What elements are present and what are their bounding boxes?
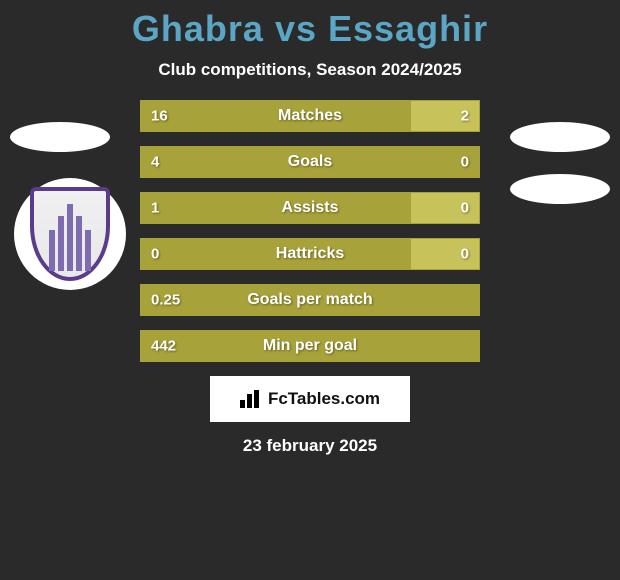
bar-value-left: 0 <box>151 246 159 263</box>
bar-segment-left <box>141 101 411 131</box>
bar-value-left: 4 <box>151 154 159 171</box>
comparison-row: Matches 16 2 <box>140 100 480 132</box>
subtitle: Club competitions, Season 2024/2025 <box>0 60 620 80</box>
bar-metric-label: Min per goal <box>263 337 357 355</box>
bar-chart-icon <box>240 390 262 408</box>
bar-metric-label: Assists <box>282 199 339 217</box>
player-left-placeholder-1 <box>10 122 110 152</box>
player-right-placeholder-1 <box>510 122 610 152</box>
date-label: 23 february 2025 <box>0 436 620 456</box>
bar-value-left: 442 <box>151 338 176 355</box>
bar-value-left: 16 <box>151 108 168 125</box>
bar-value-left: 0.25 <box>151 292 180 309</box>
comparison-chart: Matches162Goals40Assists10Hattricks00Goa… <box>140 100 480 362</box>
club-crest-left <box>14 178 126 290</box>
page-title: Ghabra vs Essaghir <box>0 0 620 50</box>
shield-icon <box>30 187 110 281</box>
player-right-placeholder-2 <box>510 174 610 204</box>
comparison-row: Assists 1 0 <box>140 192 480 224</box>
bar-value-right: 0 <box>461 246 469 263</box>
bar-metric-label: Matches <box>278 107 342 125</box>
bar-value-right: 0 <box>461 200 469 217</box>
bar-metric-label: Goals <box>288 153 332 171</box>
bar-value-left: 1 <box>151 200 159 217</box>
bar-metric-label: Goals per match <box>247 291 372 309</box>
comparison-row: Hattricks 0 0 <box>140 238 480 270</box>
brand-badge: FcTables.com <box>210 376 410 422</box>
brand-label: FcTables.com <box>268 389 380 409</box>
comparison-row: Goals 4 0 <box>140 146 480 178</box>
comparison-row: Min per goal 442 <box>140 330 480 362</box>
bar-segment-left <box>141 193 411 223</box>
bar-value-right: 0 <box>461 154 469 171</box>
bar-metric-label: Hattricks <box>276 245 344 263</box>
comparison-row: Goals per match 0.25 <box>140 284 480 316</box>
bar-value-right: 2 <box>461 108 469 125</box>
